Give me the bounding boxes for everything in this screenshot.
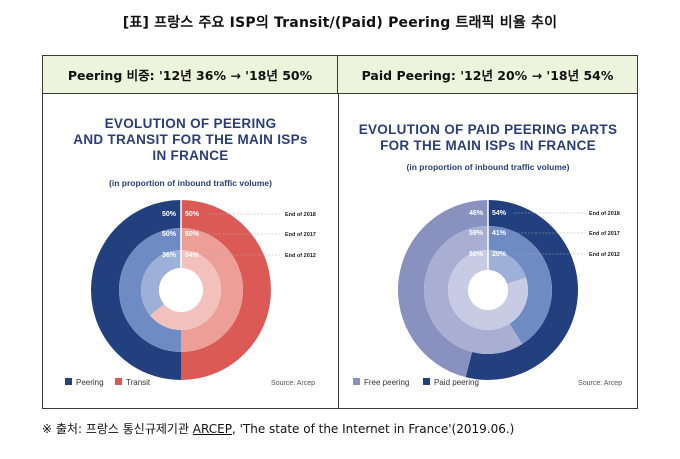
paid-peering-chart-panel: EVOLUTION OF PAID PEERING PARTS FOR THE … (339, 94, 637, 408)
chart2-legend-paid-label: Paid peering (434, 378, 479, 387)
chart1-ring-label-1: End of 2017 (285, 232, 316, 238)
chart2-source: Source: Arcep (578, 380, 622, 387)
comparison-table: Peering 비중: '12년 36% → '18년 50% Paid Pee… (42, 55, 638, 409)
chart2-free-slice-0 (397, 200, 488, 378)
chart1-peering-slice-1 (119, 228, 181, 352)
chart1-legend-transit-label: Transit (126, 378, 151, 387)
chart1-title-line2: AND TRANSIT FOR THE MAIN ISPs (73, 132, 308, 147)
chart1-title: EVOLUTION OF PEERING AND TRANSIT FOR THE… (43, 116, 338, 164)
peering-transit-chart-panel: EVOLUTION OF PEERING AND TRANSIT FOR THE… (43, 94, 338, 408)
source-suffix: , 'The state of the Internet in France'(… (231, 422, 515, 436)
chart2-free-slice-2 (448, 250, 528, 330)
chart1-subtitle: (in proportion of inbound traffic volume… (109, 178, 272, 188)
chart2-legend-free-label: Free peering (364, 378, 409, 387)
chart2-free-slice-1 (424, 226, 523, 354)
chart1-transit-label-0: 50% (185, 211, 200, 218)
chart2-paid-label-1: 41% (492, 230, 507, 237)
chart1-title-line1: EVOLUTION OF PEERING (104, 116, 277, 131)
chart1-peering-label-0: 50% (162, 211, 177, 218)
chart2-title-line1: EVOLUTION OF PAID PEERING PARTS (358, 122, 618, 137)
right-column-header: Paid Peering: '12년 20% → '18년 54% (338, 56, 637, 94)
chart2-title-line2: FOR THE MAIN ISPs IN FRANCE (380, 138, 596, 153)
chart2-free-label-0: 46% (469, 210, 484, 217)
chart1-legend-peering-swatch (65, 378, 72, 385)
chart1-transit-label-2: 64% (185, 252, 200, 259)
chart2-title: EVOLUTION OF PAID PEERING PARTS FOR THE … (339, 122, 637, 154)
chart1-transit-slice-1 (181, 228, 243, 352)
page-title: [표] 프랑스 주요 ISP의 Transit/(Paid) Peering 트… (122, 15, 558, 31)
chart2-ring-label-1: End of 2017 (589, 231, 620, 237)
chart2-free-label-2: 80% (469, 251, 484, 258)
chart2-paid-label-2: 20% (492, 251, 507, 258)
chart1-peering-label-1: 50% (162, 231, 177, 238)
chart1-transit-label-1: 50% (185, 231, 200, 238)
source-prefix: ※ 출처: 프랑스 통신규제기관 (42, 422, 193, 436)
chart2-subtitle: (in proportion of inbound traffic volume… (406, 162, 570, 172)
chart1-legend-peering-label: Peering (76, 378, 104, 387)
chart2-free-label-1: 59% (469, 230, 484, 237)
source-note: ※ 출처: 프랑스 통신규제기관 ARCEP, 'The state of th… (42, 420, 514, 437)
column-divider (338, 94, 339, 408)
chart1-legend-transit-swatch (115, 378, 122, 385)
left-column-header: Peering 비중: '12년 36% → '18년 50% (43, 56, 338, 94)
source-org: ARCEP (192, 422, 232, 436)
chart2-legend-free-swatch (353, 378, 360, 385)
chart2-ring-label-2: End of 2012 (589, 252, 620, 258)
chart2-legend-paid-swatch (423, 378, 430, 385)
chart1-peering-slice-2 (141, 250, 181, 316)
chart1-transit-slice-2 (150, 249, 222, 330)
chart2-paid-label-0: 54% (492, 210, 507, 217)
chart2-paid-slice-1 (488, 226, 552, 345)
chart1-title-line3: IN FRANCE (152, 148, 229, 163)
chart1-ring-label-2: End of 2012 (285, 253, 316, 259)
chart1-source: Source: Arcep (271, 380, 315, 387)
chart1-svg: 50% 50% End of 2018 50% 50% End of 2017 36% 64%… (65, 200, 316, 387)
chart1-ring-label-0: End of 2018 (285, 212, 316, 218)
chart2-paid-slice-0 (465, 200, 578, 380)
chart2-svg: 46% 54% End of 2018 59% 41% End of 2017 80% 20%… (353, 200, 622, 387)
chart2-paid-slice-2 (488, 250, 527, 284)
chart1-transit-slice-0 (181, 200, 271, 380)
chart1-peering-slice-0 (91, 200, 181, 380)
chart2-ring-label-0: End of 2018 (589, 211, 620, 217)
chart1-peering-label-2: 36% (162, 252, 177, 259)
